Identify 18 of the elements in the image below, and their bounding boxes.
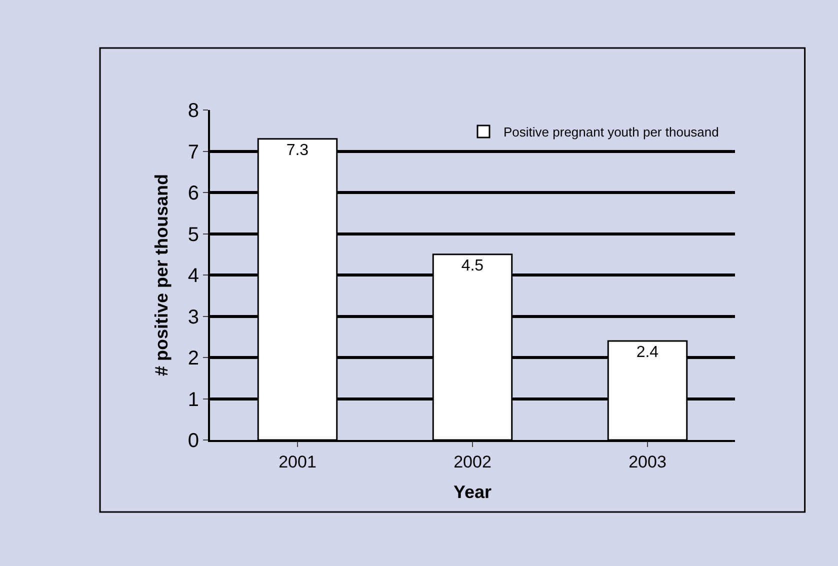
y-tick-label: 8 xyxy=(188,100,199,122)
y-axis-title: # positive per thousand xyxy=(152,174,172,376)
data-label: 2.4 xyxy=(636,344,659,361)
y-tick-label: 7 xyxy=(188,141,199,164)
y-tick-label: 3 xyxy=(188,306,199,328)
x-tick-label: 2002 xyxy=(454,452,492,472)
y-tick-label: 0 xyxy=(188,430,199,452)
data-label: 7.3 xyxy=(286,142,309,159)
y-tick-label: 5 xyxy=(188,224,199,246)
y-tick-label: 1 xyxy=(188,388,199,411)
y-tick-label: 2 xyxy=(188,348,199,370)
x-tick-label: 2001 xyxy=(278,452,316,472)
legend-label: Positive pregnant youth per thousand xyxy=(504,124,719,140)
data-label: 4.5 xyxy=(461,257,484,274)
x-axis-title: Year xyxy=(453,482,492,502)
y-tick-label: 6 xyxy=(188,182,199,204)
y-tick-label: 4 xyxy=(188,265,199,287)
x-tick-label: 2003 xyxy=(628,452,666,472)
